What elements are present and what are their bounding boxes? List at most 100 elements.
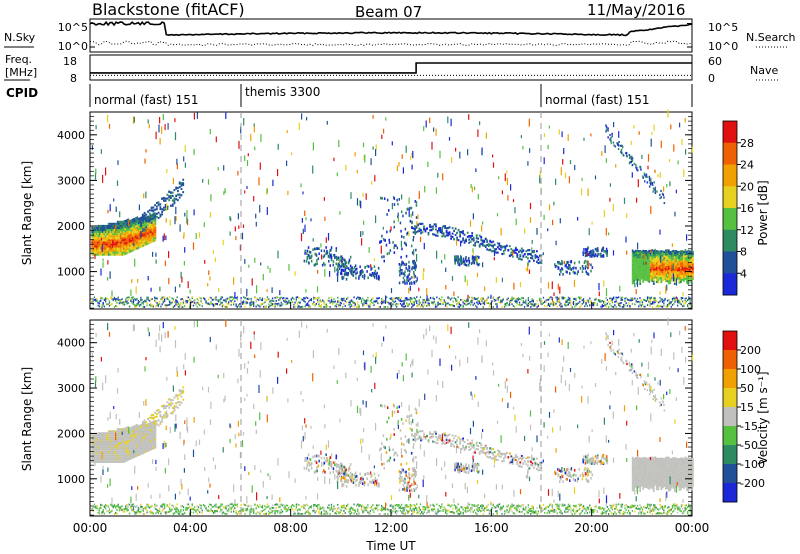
power-cell (173, 197, 176, 200)
power-cell (660, 274, 663, 277)
power-cell (562, 159, 564, 165)
power-cell (454, 233, 457, 236)
power-cell (225, 300, 227, 303)
power-colorbar-swatch (723, 164, 737, 187)
power-cell (146, 234, 149, 237)
power-cell (122, 241, 125, 244)
power-cell (466, 298, 468, 301)
power-cell (392, 303, 394, 306)
power-cell (179, 284, 181, 288)
power-cell (465, 259, 467, 263)
power-cell (162, 301, 164, 304)
power-cell (535, 303, 537, 306)
power-cell (165, 218, 167, 223)
power-cell (461, 299, 463, 302)
power-cell (589, 251, 591, 254)
power-cell (672, 256, 675, 259)
power-cell (587, 188, 589, 197)
velocity-cell (101, 446, 104, 449)
velocity-cell (125, 457, 128, 460)
power-cell (664, 280, 667, 283)
power-cell (383, 300, 385, 302)
velocity-cell (125, 445, 128, 448)
power-cell (115, 224, 118, 227)
power-cell (667, 274, 670, 277)
power-cell (652, 274, 655, 277)
power-cell (692, 253, 694, 256)
power-cell (481, 298, 483, 301)
power-cell (640, 254, 643, 257)
power-cell (98, 235, 101, 238)
power-cell (275, 300, 277, 302)
power-cell (587, 301, 590, 304)
power-cell (359, 297, 361, 299)
power-cell (170, 204, 172, 207)
power-cell (681, 270, 684, 273)
power-cell (670, 277, 673, 280)
power-cell (137, 217, 140, 220)
velocity-cell (118, 428, 121, 431)
power-cell (221, 304, 223, 307)
power-cell (105, 298, 107, 301)
power-cell (178, 193, 181, 196)
power-cell (426, 305, 428, 307)
velocity-cell (97, 434, 100, 437)
power-cell (408, 273, 411, 276)
power-cell (683, 169, 685, 178)
power-cell (339, 211, 341, 215)
power-cell (639, 266, 642, 269)
power-cell (103, 249, 106, 252)
velocity-cell (110, 450, 113, 453)
power-cell (373, 304, 375, 307)
power-cell (582, 300, 585, 302)
power-cell (113, 298, 116, 301)
power-cell (197, 301, 200, 304)
power-cell (130, 219, 133, 222)
power-cell (363, 155, 365, 160)
power-cell (112, 235, 115, 238)
power-cell (330, 299, 333, 301)
power-cell (195, 233, 197, 239)
power-cell (672, 258, 675, 261)
power-cell (356, 271, 358, 274)
power-cell (294, 271, 296, 276)
power-cell (179, 224, 181, 232)
power-cell (661, 264, 664, 267)
power-cell (275, 302, 277, 305)
velocity-cell (95, 458, 98, 461)
power-cell (300, 306, 302, 308)
power-cell (658, 252, 661, 255)
power-cell (140, 230, 142, 239)
power-cell (636, 270, 639, 273)
power-cell (573, 279, 576, 287)
power-cell (658, 265, 661, 268)
power-cell (572, 267, 574, 270)
power-cell (148, 239, 151, 242)
power-cell (137, 246, 140, 249)
power-cell (427, 232, 430, 235)
power-cell (398, 281, 401, 285)
power-cell (548, 204, 551, 211)
velocity-cell (97, 442, 100, 445)
power-cell (139, 219, 142, 222)
power-cell (98, 253, 101, 256)
power-cell (345, 273, 347, 276)
power-cell (668, 304, 670, 307)
power-cell (161, 298, 163, 301)
power-cell (686, 267, 688, 270)
velocity-cell (109, 434, 112, 437)
velocity-cell (137, 437, 140, 440)
velocity-cell (137, 447, 140, 450)
power-cell (100, 149, 102, 154)
power-cell (115, 298, 117, 300)
power-cell (306, 117, 308, 121)
power-cell (180, 187, 183, 190)
power-cell (98, 249, 101, 252)
power-cell (166, 197, 169, 200)
velocity-cell (110, 452, 113, 455)
power-cell (214, 297, 216, 300)
power-cell (467, 258, 470, 262)
power-cell (613, 306, 615, 308)
velocity-cell (112, 432, 115, 435)
power-cell (240, 126, 242, 134)
